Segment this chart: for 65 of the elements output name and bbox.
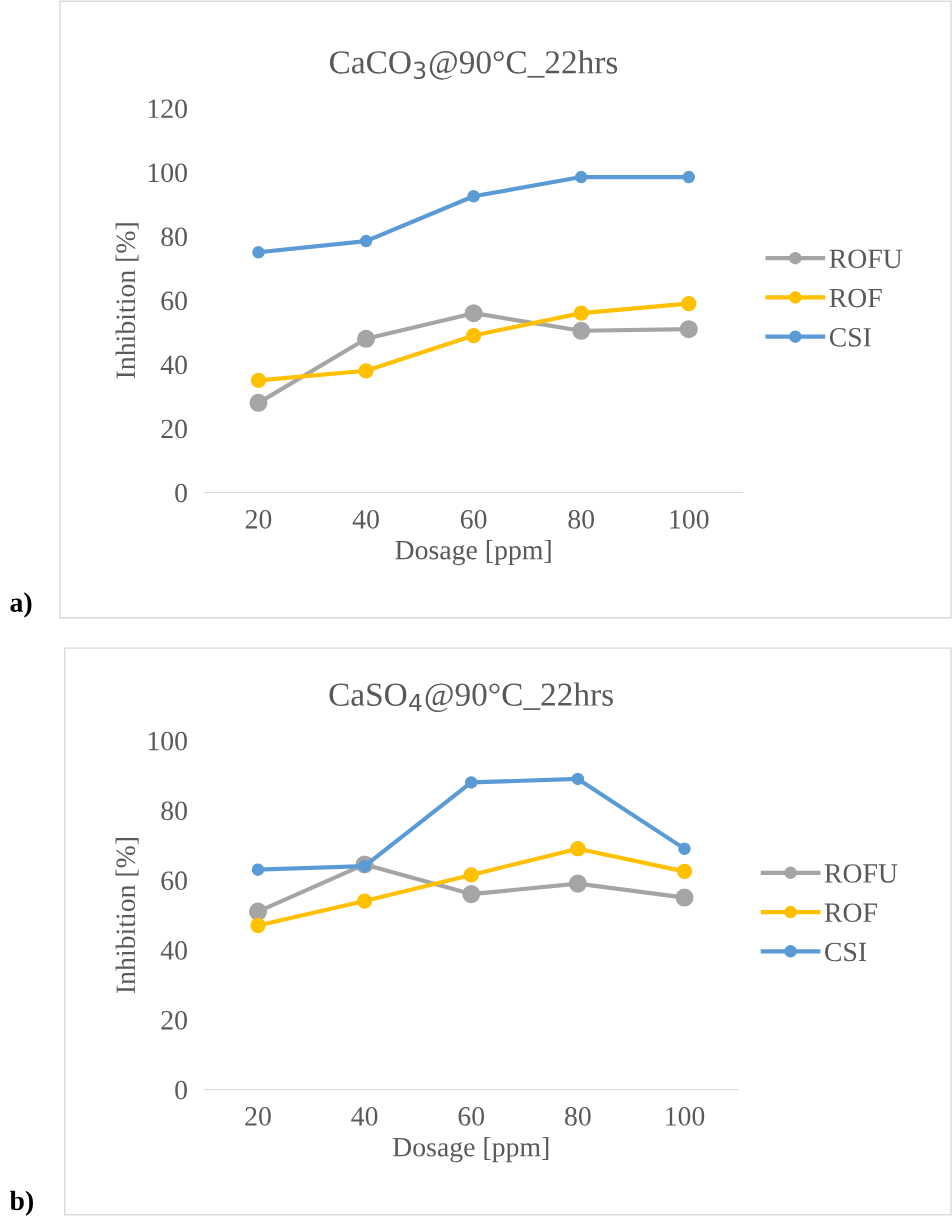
point <box>248 902 268 921</box>
y-tick-label: 20 <box>161 419 187 439</box>
x-tick-label: 40 <box>352 509 379 529</box>
x-tick-label: 20 <box>245 1107 271 1126</box>
point <box>251 863 265 876</box>
point <box>574 170 588 184</box>
y-tick-label: 60 <box>161 291 187 311</box>
point <box>568 874 587 893</box>
x-tick-label: 60 <box>460 509 487 529</box>
point <box>250 917 266 934</box>
y-tick-label: 100 <box>148 163 187 183</box>
chart-title: CaSO$_{4}$@90°C_22hrs <box>329 682 613 712</box>
point <box>249 393 268 412</box>
y-axis-title: Inhibition [%] <box>115 223 139 379</box>
point <box>570 841 586 857</box>
legend-label: ROFU <box>824 864 898 883</box>
y-tick-label: 20 <box>161 1010 187 1030</box>
y-tick-label: 80 <box>161 801 187 821</box>
point <box>467 190 480 203</box>
point <box>681 295 697 312</box>
point <box>572 321 591 340</box>
x-axis-title: Dosage [ppm] <box>392 1136 549 1163</box>
y-tick-label: 0 <box>175 483 187 503</box>
point <box>462 885 481 904</box>
point <box>359 234 373 248</box>
point <box>252 246 265 259</box>
point <box>356 893 373 909</box>
y-tick-label: 0 <box>175 1080 187 1100</box>
point <box>676 863 693 880</box>
x-axis-title: Dosage [ppm] <box>395 539 551 566</box>
point <box>678 842 691 855</box>
point <box>679 320 698 339</box>
x-tick-label: 80 <box>565 1107 591 1126</box>
legend-label: CSI <box>825 942 867 962</box>
point <box>682 170 696 184</box>
point <box>573 305 589 321</box>
point <box>571 772 585 786</box>
y-axis-title: Inhibition [%] <box>115 838 139 994</box>
x-tick-label: 100 <box>670 509 709 529</box>
x-tick-label: 80 <box>568 509 595 529</box>
x-tick-label: 40 <box>351 1107 378 1126</box>
point <box>463 867 479 883</box>
text: b) <box>9 1190 33 1216</box>
point <box>464 304 483 323</box>
y-tick-label: 80 <box>161 227 187 247</box>
point <box>250 372 267 389</box>
x-tick-label: 60 <box>458 1107 485 1126</box>
x-tick-label: 20 <box>245 509 272 529</box>
chart-title: CaCO$_{3}$@90°C_22hrs <box>329 50 618 80</box>
x-tick-label: 100 <box>666 1107 705 1126</box>
point <box>358 363 374 379</box>
point <box>357 329 376 348</box>
legend-label: CSI <box>829 327 871 347</box>
point <box>675 888 694 907</box>
y-tick-label: 40 <box>160 941 187 960</box>
point <box>465 327 482 344</box>
y-tick-label: 100 <box>148 731 187 751</box>
y-tick-label: 120 <box>148 99 187 119</box>
text: a) <box>10 592 32 618</box>
y-tick-label: 40 <box>160 355 187 375</box>
point <box>464 776 478 789</box>
legend-label: ROF <box>824 903 877 923</box>
legend-label: ROFU <box>829 249 903 269</box>
y-tick-label: 60 <box>161 871 187 891</box>
legend-label: ROF <box>829 288 882 308</box>
